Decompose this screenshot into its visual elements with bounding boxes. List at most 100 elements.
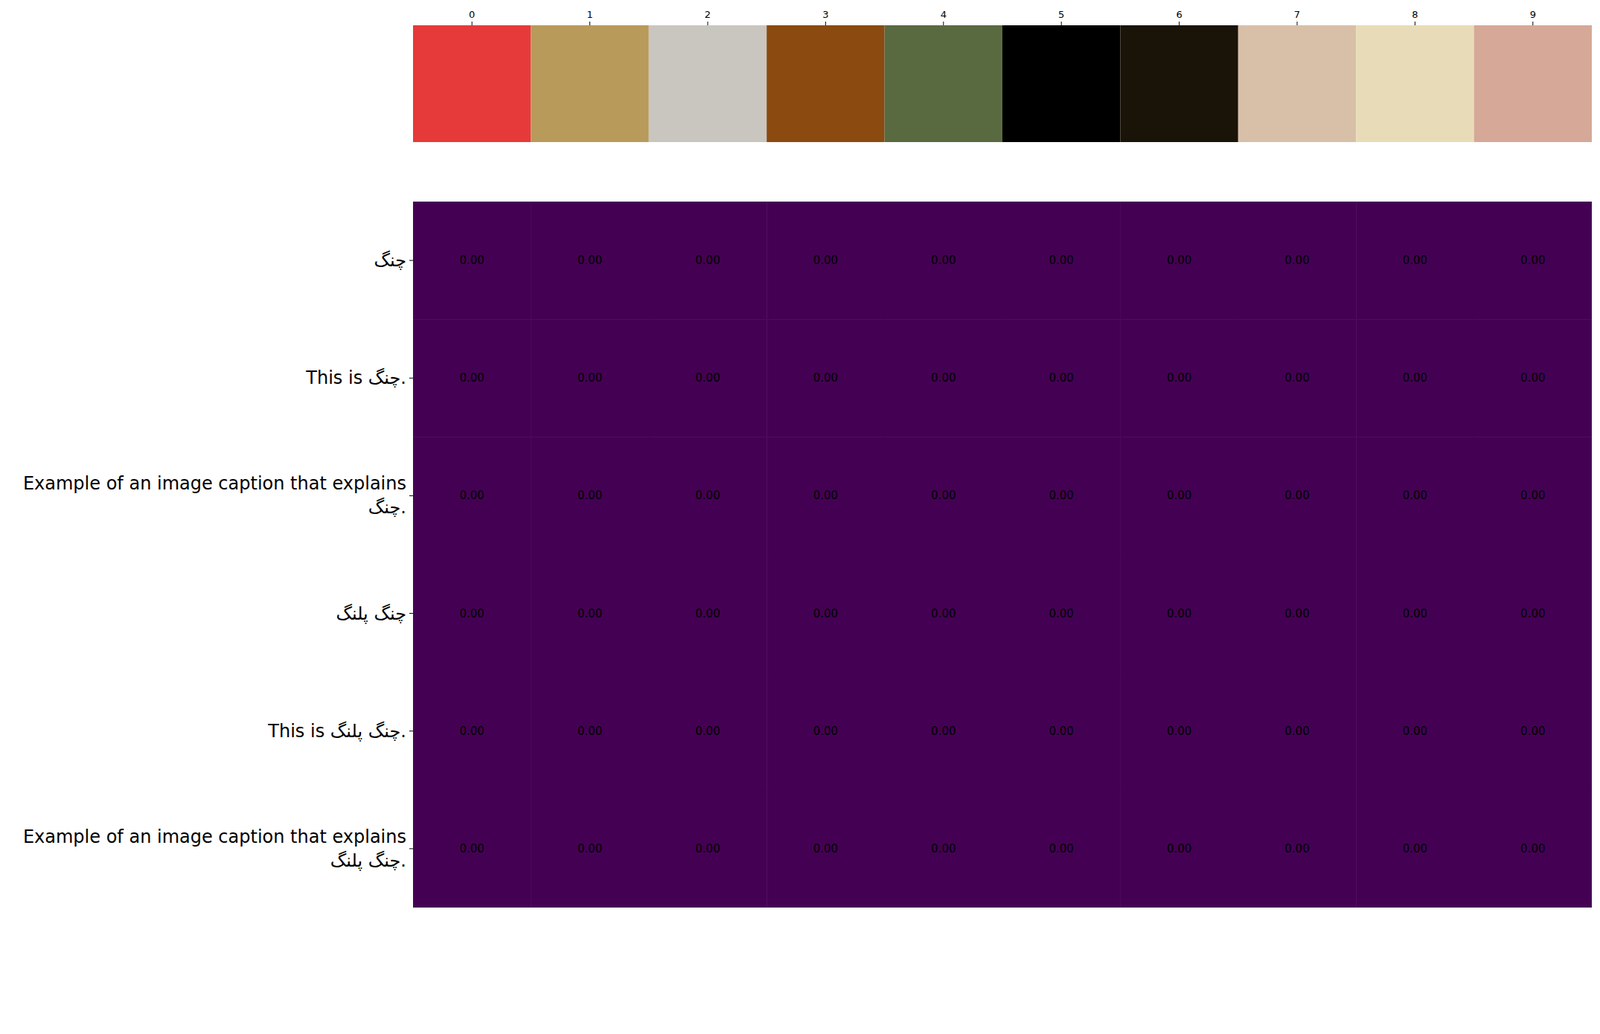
cell (1474, 555, 1592, 674)
cell (766, 790, 885, 908)
cell (884, 201, 1004, 320)
cell (1355, 436, 1475, 556)
image-placeholder (648, 25, 767, 143)
cell-label: 0.00 (1284, 253, 1310, 268)
cell (884, 436, 1004, 556)
cell (648, 436, 768, 556)
cell-label: 0.00 (1402, 371, 1428, 385)
y-tick (409, 613, 414, 614)
cell (766, 319, 885, 438)
y-tick-label: چنگ پلنگ (335, 603, 407, 625)
cell (413, 790, 532, 908)
cell (1474, 319, 1592, 438)
x-tick (589, 21, 591, 26)
cell (413, 555, 532, 674)
cell-label: 0.00 (1520, 253, 1545, 268)
cell (766, 672, 885, 792)
cell-label: 0.00 (459, 488, 484, 503)
cell-label: 0.00 (1048, 371, 1074, 385)
cell-label: 0.00 (1166, 607, 1192, 621)
cell (648, 319, 768, 438)
cell-label: 0.00 (1166, 253, 1192, 268)
x-tick (1297, 21, 1298, 26)
cell (413, 436, 532, 556)
y-tick (409, 260, 414, 262)
cell-label: 0.00 (1166, 488, 1192, 503)
x-tick (1178, 21, 1180, 26)
x-tick-label: 9 (1530, 8, 1536, 21)
cell-label: 0.00 (1402, 724, 1428, 739)
cell-label: 0.00 (930, 842, 956, 856)
cell (1002, 790, 1121, 908)
cell (884, 319, 1004, 438)
x-tick (1532, 21, 1534, 26)
x-tick-label: 3 (822, 8, 829, 21)
cell-label: 0.00 (813, 842, 838, 856)
cell-label: 0.00 (930, 607, 956, 621)
cell (766, 201, 885, 320)
x-tick-label: 6 (1175, 8, 1182, 21)
cell-label: 0.00 (1284, 724, 1310, 739)
cell-label: 0.00 (695, 371, 720, 385)
y-tick-label: Example of an image caption that explain… (23, 473, 407, 518)
cell (413, 672, 532, 792)
cell-label: 0.00 (1520, 488, 1545, 503)
cell-label: 0.00 (695, 607, 720, 621)
cell (1238, 319, 1357, 438)
cell (1238, 201, 1357, 320)
cell (1474, 790, 1592, 908)
cell-label: 0.00 (577, 607, 603, 621)
cell-label: 0.00 (1284, 371, 1310, 385)
image-placeholder (1002, 25, 1120, 143)
cell-label: 0.00 (813, 371, 838, 385)
cell (530, 319, 649, 438)
cell (766, 555, 885, 674)
cell (1120, 672, 1239, 792)
x-tick-label: 2 (704, 8, 711, 21)
image-placeholder (1474, 25, 1592, 143)
image-placeholder (1238, 25, 1356, 143)
x-tick-label: 7 (1294, 8, 1301, 21)
cell-label: 0.00 (577, 253, 603, 268)
cell-label: 0.00 (1520, 371, 1545, 385)
cell-label: 0.00 (459, 724, 484, 739)
image-placeholder (413, 25, 531, 143)
cell (1002, 555, 1121, 674)
cell (1355, 319, 1475, 438)
cells (413, 201, 1592, 908)
cell (648, 201, 768, 320)
cell (884, 555, 1004, 674)
cell (1238, 436, 1357, 556)
y-tick (409, 378, 414, 379)
cell (1355, 555, 1475, 674)
cell (1002, 672, 1121, 792)
cell-label: 0.00 (813, 488, 838, 503)
cell (1002, 436, 1121, 556)
cell (1120, 319, 1239, 438)
cell-label: 0.00 (459, 607, 484, 621)
x-tick (1414, 21, 1416, 26)
x-tick-label: 4 (940, 8, 947, 21)
x-tick (825, 21, 827, 26)
image-placeholder (530, 25, 649, 143)
cell-label: 0.00 (1284, 488, 1310, 503)
cell-label: 0.00 (1048, 724, 1074, 739)
x-tick (942, 21, 944, 26)
cell (1238, 555, 1357, 674)
cell-labels: 0.00 0.00 0.00 0.00 0.00 0.00 0.00 0.00 0.00 0.00… (459, 253, 1545, 856)
cell (1355, 790, 1475, 908)
y-tick-label: This is چنگ. (305, 367, 407, 389)
cell (413, 319, 532, 438)
cell-label: 0.00 (577, 842, 603, 856)
cell-label: 0.00 (695, 724, 720, 739)
cell (530, 555, 649, 674)
cell-label: 0.00 (930, 724, 956, 739)
cell-label: 0.00 (577, 488, 603, 503)
cell-label: 0.00 (1048, 842, 1074, 856)
cell-label: 0.00 (1402, 607, 1428, 621)
cell (1002, 201, 1121, 320)
y-tick-label: Example of an image caption that explain… (23, 826, 407, 872)
cell-label: 0.00 (813, 253, 838, 268)
image-placeholder (1120, 25, 1238, 143)
cell-label: 0.00 (1402, 253, 1428, 268)
